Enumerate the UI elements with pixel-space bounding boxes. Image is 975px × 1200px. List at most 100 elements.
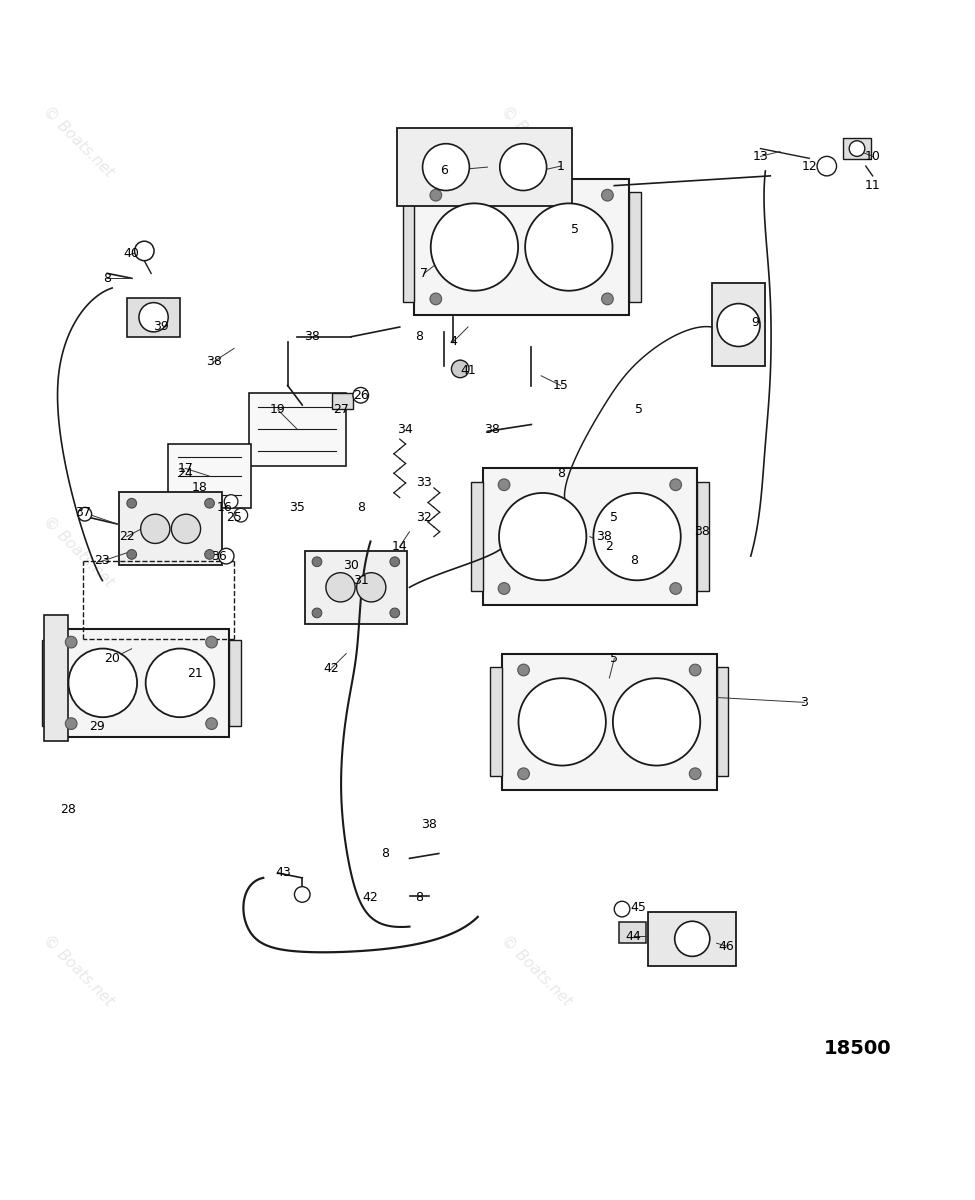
Text: 11: 11 [865,179,880,192]
Circle shape [451,360,469,378]
Text: 5: 5 [610,511,618,523]
Circle shape [519,678,605,766]
Text: 5: 5 [635,403,643,416]
Text: 18500: 18500 [824,1039,892,1058]
Bar [697,482,709,592]
Circle shape [518,664,529,676]
Circle shape [206,718,217,730]
Text: 37: 37 [75,505,91,518]
Bar [490,667,502,776]
Text: 41: 41 [460,365,476,377]
Text: 25: 25 [226,511,242,523]
Text: 4: 4 [449,335,457,348]
Bar [168,444,252,508]
Circle shape [224,494,238,509]
Circle shape [294,887,310,902]
Text: 28: 28 [60,803,76,816]
Bar [648,912,736,966]
Circle shape [526,203,612,290]
Text: 32: 32 [416,511,432,523]
Circle shape [613,678,700,766]
Text: 42: 42 [324,661,339,674]
Circle shape [172,514,201,544]
Text: 10: 10 [865,150,880,163]
Text: 15: 15 [553,379,568,392]
Circle shape [127,498,136,508]
Circle shape [68,648,137,718]
Text: © Boats.net: © Boats.net [40,512,116,589]
Text: © Boats.net: © Boats.net [498,103,574,180]
Circle shape [670,479,682,491]
Text: © Boats.net: © Boats.net [498,932,574,1009]
Text: 34: 34 [397,422,412,436]
Text: 38: 38 [485,422,500,436]
Circle shape [205,498,214,508]
Bar [127,298,180,337]
Text: 40: 40 [124,247,139,260]
Text: 38: 38 [304,330,320,343]
Text: 38: 38 [597,530,612,544]
Circle shape [422,144,469,191]
Text: 14: 14 [392,540,408,553]
Text: 30: 30 [343,559,359,572]
Bar [304,551,408,624]
Circle shape [234,509,248,522]
Circle shape [127,550,136,559]
Circle shape [78,508,92,521]
Circle shape [614,901,630,917]
Text: 27: 27 [333,403,349,416]
Bar [119,492,222,565]
Circle shape [498,583,510,594]
Text: 5: 5 [571,223,579,236]
Bar [843,138,871,160]
Bar [332,394,353,409]
Text: 23: 23 [95,554,110,568]
Circle shape [849,140,865,156]
Circle shape [817,156,837,176]
Text: 22: 22 [119,530,135,544]
Text: © Boats.net: © Boats.net [40,103,116,180]
Bar [712,283,765,366]
Circle shape [138,302,168,332]
Circle shape [602,190,613,202]
Text: 6: 6 [440,164,448,178]
Text: 36: 36 [212,550,227,563]
Circle shape [675,922,710,956]
Bar [44,614,68,742]
Text: 42: 42 [363,890,378,904]
Circle shape [390,608,400,618]
Text: 7: 7 [420,266,428,280]
Bar [54,629,229,737]
Text: 31: 31 [353,574,369,587]
Circle shape [326,572,355,602]
Circle shape [518,768,529,780]
Circle shape [500,144,547,191]
Text: 16: 16 [216,500,232,514]
Bar [397,128,572,206]
Text: 8: 8 [415,330,423,343]
Circle shape [353,388,369,403]
Text: 39: 39 [153,320,169,334]
Circle shape [65,636,77,648]
Text: 26: 26 [353,389,369,402]
Bar [619,922,646,943]
Text: 8: 8 [557,467,565,480]
Text: 46: 46 [719,940,734,953]
Text: 24: 24 [177,467,193,480]
Text: 1: 1 [557,160,565,173]
Circle shape [312,608,322,618]
Circle shape [135,241,154,260]
Text: 8: 8 [415,890,423,904]
Bar [502,654,717,790]
Bar [229,640,241,726]
Circle shape [499,493,586,581]
Text: © Boats.net: © Boats.net [498,512,574,589]
Circle shape [670,583,682,594]
Bar [403,192,414,301]
Circle shape [312,557,322,566]
Text: 43: 43 [275,866,291,880]
Text: 18: 18 [192,481,208,494]
Text: 19: 19 [270,403,286,416]
Text: 3: 3 [800,696,808,709]
Circle shape [717,304,760,347]
